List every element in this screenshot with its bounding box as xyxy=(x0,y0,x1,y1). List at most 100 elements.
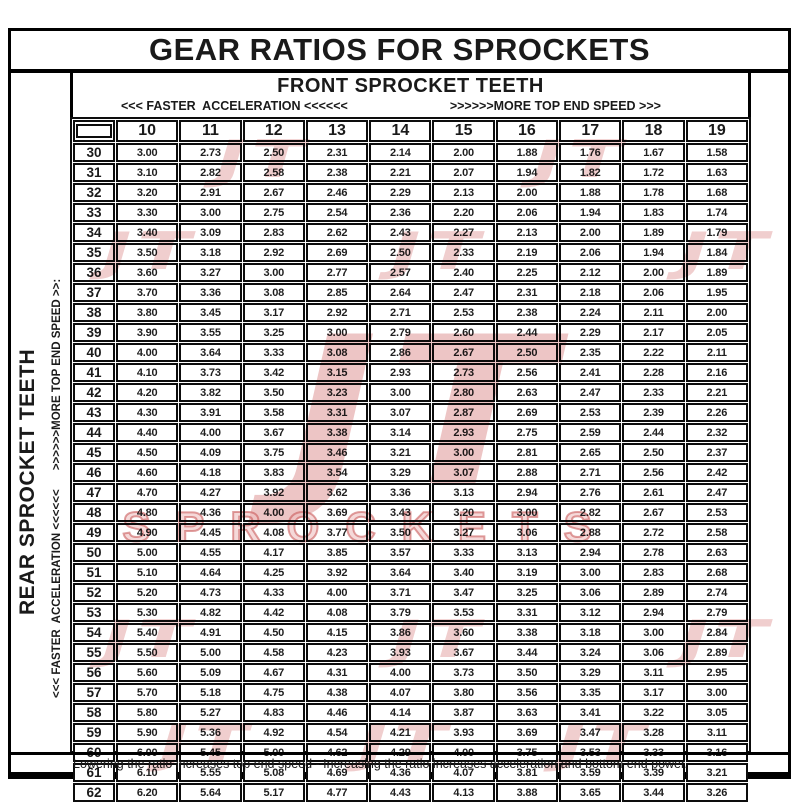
ratio-cell: 2.00 xyxy=(622,263,685,282)
ratio-cell: 4.82 xyxy=(179,603,242,622)
ratio-cell: 3.13 xyxy=(432,483,495,502)
rear-teeth-cell: 62 xyxy=(73,783,115,802)
ratio-cell: 2.54 xyxy=(305,203,369,222)
ratio-cell: 3.53 xyxy=(432,603,495,622)
front-sprocket-title: FRONT SPROCKET TEETH xyxy=(277,75,544,97)
ratio-cell: 1.76 xyxy=(559,143,622,162)
ratio-cell: 3.18 xyxy=(179,243,242,262)
ratio-cell: 4.75 xyxy=(242,683,305,702)
direction-labels-row: <<< FASTER ACCELERATION <<<<<< >>>>>>MOR… xyxy=(73,99,748,113)
ratio-cell: 3.50 xyxy=(116,243,179,262)
front-teeth-header: 11 xyxy=(179,120,242,142)
ratio-cell: 4.13 xyxy=(432,783,495,802)
ratio-cell: 2.31 xyxy=(305,143,369,162)
ratio-cell: 3.06 xyxy=(622,643,685,662)
ratio-cell: 2.73 xyxy=(432,363,495,382)
ratio-cell: 3.55 xyxy=(179,323,242,342)
ratio-cell: 2.64 xyxy=(369,283,432,302)
ratio-cell: 2.69 xyxy=(495,403,559,422)
ratio-cell: 2.38 xyxy=(495,303,559,322)
ratio-cell: 2.57 xyxy=(369,263,432,282)
ratio-cell: 2.13 xyxy=(495,223,559,242)
ratio-cell: 2.92 xyxy=(242,243,305,262)
rear-teeth-cell: 46 xyxy=(73,463,115,482)
ratio-cell: 5.80 xyxy=(116,703,179,722)
ratio-cell: 3.21 xyxy=(369,443,432,462)
ratio-cell: 2.89 xyxy=(685,643,748,662)
ratio-cell: 3.28 xyxy=(622,723,685,742)
ratio-cell: 2.79 xyxy=(369,323,432,342)
ratio-cell: 3.12 xyxy=(559,603,622,622)
ratio-cell: 5.50 xyxy=(116,643,179,662)
ratio-cell: 4.14 xyxy=(369,703,432,722)
ratio-cell: 2.18 xyxy=(559,283,622,302)
rear-teeth-cell: 37 xyxy=(73,283,115,302)
rear-teeth-cell: 59 xyxy=(73,723,115,742)
ratio-cell: 2.06 xyxy=(495,203,559,222)
ratio-cell: 4.55 xyxy=(179,543,242,562)
ratio-cell: 2.00 xyxy=(432,143,495,162)
grid-body: 30 3.00 2.73 2.50 2.31 2.14 2.00 1.88 1.76 1.67 1.… xyxy=(73,143,748,802)
ratio-cell: 1.88 xyxy=(495,143,559,162)
table-row: 40 4.00 3.64 3.33 3.08 2.86 2.67 2.50 2.35 2.22 2.… xyxy=(73,343,748,362)
ratio-cell: 4.15 xyxy=(305,623,369,642)
ratio-cell: 3.73 xyxy=(432,663,495,682)
ratio-cell: 4.36 xyxy=(369,763,432,782)
ratio-cell: 5.10 xyxy=(116,563,179,582)
ratio-cell: 2.29 xyxy=(369,183,432,202)
ratio-cell: 3.20 xyxy=(116,183,179,202)
ratio-cell: 2.33 xyxy=(622,383,685,402)
ratio-cell: 3.25 xyxy=(242,323,305,342)
table-row: 56 5.60 5.09 4.67 4.31 4.00 3.73 3.50 3.29 3.11 2.… xyxy=(73,663,748,682)
ratio-cell: 2.25 xyxy=(495,263,559,282)
ratio-cell: 3.17 xyxy=(622,683,685,702)
ratio-cell: 4.00 xyxy=(305,583,369,602)
ratio-cell: 2.07 xyxy=(432,163,495,182)
grid-head-row: 10 11 12 13 14 15 16 17 18 19 xyxy=(73,120,748,142)
ratio-cell: 2.20 xyxy=(432,203,495,222)
ratio-cell: 6.20 xyxy=(116,783,179,802)
ratio-cell: 3.38 xyxy=(305,423,369,442)
ratio-cell: 2.60 xyxy=(432,323,495,342)
ratio-cell: 3.31 xyxy=(495,603,559,622)
ratio-cell: 3.63 xyxy=(495,703,559,722)
ratio-cell: 4.07 xyxy=(369,683,432,702)
ratio-cell: 4.09 xyxy=(179,443,242,462)
rear-teeth-cell: 51 xyxy=(73,563,115,582)
ratio-cell: 2.59 xyxy=(559,423,622,442)
ratio-cell: 2.00 xyxy=(559,223,622,242)
ratio-cell: 2.94 xyxy=(559,543,622,562)
ratio-cell: 1.89 xyxy=(685,263,748,282)
ratio-cell: 5.00 xyxy=(116,543,179,562)
ratio-cell: 3.35 xyxy=(559,683,622,702)
ratio-cell: 3.91 xyxy=(179,403,242,422)
ratio-cell: 2.06 xyxy=(559,243,622,262)
ratio-cell: 3.56 xyxy=(495,683,559,702)
ratio-cell: 3.64 xyxy=(179,343,242,362)
ratio-cell: 2.17 xyxy=(622,323,685,342)
ratio-cell: 2.62 xyxy=(305,223,369,242)
rear-teeth-cell: 36 xyxy=(73,263,115,282)
ratio-cell: 2.56 xyxy=(495,363,559,382)
ratio-cell: 3.07 xyxy=(432,463,495,482)
ratio-cell: 5.17 xyxy=(242,783,305,802)
ratio-cell: 3.73 xyxy=(179,363,242,382)
table-row: 51 5.10 4.64 4.25 3.92 3.64 3.40 3.19 3.00 2.83 2.… xyxy=(73,563,748,582)
ratio-cell: 2.22 xyxy=(622,343,685,362)
ratio-cell: 4.42 xyxy=(242,603,305,622)
ratio-cell: 3.08 xyxy=(305,343,369,362)
ratio-cell: 2.95 xyxy=(685,663,748,682)
ratio-cell: 1.94 xyxy=(495,163,559,182)
ratio-cell: 4.00 xyxy=(369,663,432,682)
ratio-cell: 4.08 xyxy=(305,603,369,622)
table-row: 38 3.80 3.45 3.17 2.92 2.71 2.53 2.38 2.24 2.11 2.… xyxy=(73,303,748,322)
ratio-cell: 2.21 xyxy=(369,163,432,182)
ratio-cell: 3.64 xyxy=(369,563,432,582)
ratio-cell: 5.36 xyxy=(179,723,242,742)
table-row: 35 3.50 3.18 2.92 2.69 2.50 2.33 2.19 2.06 1.94 1.… xyxy=(73,243,748,262)
ratio-cell: 5.18 xyxy=(179,683,242,702)
ratio-cell: 2.33 xyxy=(432,243,495,262)
ratio-cell: 2.28 xyxy=(622,363,685,382)
ratio-cell: 4.21 xyxy=(369,723,432,742)
ratio-cell: 4.00 xyxy=(242,503,305,522)
